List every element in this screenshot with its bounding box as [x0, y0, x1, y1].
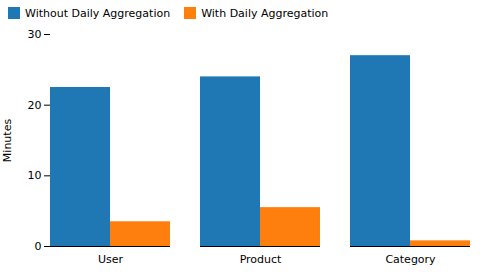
- svg-text:30: 30: [28, 28, 42, 41]
- svg-text:Category: Category: [385, 253, 436, 266]
- svg-text:20: 20: [28, 99, 42, 112]
- html-text:With Daily Aggregation: With Daily Aggregation: [201, 6, 329, 20]
- html-text:Without Daily Aggregation: Without Daily Aggregation: [25, 6, 171, 20]
- svg-text:0: 0: [35, 240, 42, 253]
- svg-text:Minutes: Minutes: [1, 119, 14, 163]
- svg-text:Product: Product: [240, 253, 282, 266]
- svg-text:User: User: [98, 253, 124, 266]
- svg-text:10: 10: [28, 169, 42, 182]
